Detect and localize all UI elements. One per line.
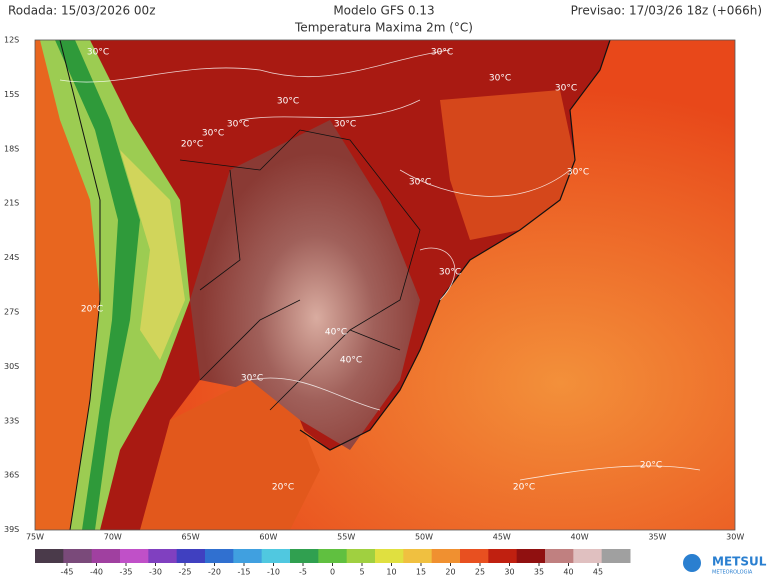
- colorbar-swatch: [91, 549, 121, 563]
- contour-label: 30°C: [431, 48, 453, 58]
- contour-label: 30°C: [277, 97, 299, 107]
- contour-label: 20°C: [513, 483, 535, 493]
- latitude-label: 39S: [4, 525, 19, 534]
- colorbar-label: -10: [267, 568, 280, 577]
- longitude-label: 55W: [337, 533, 355, 542]
- longitude-label: 40W: [571, 533, 589, 542]
- colorbar-swatch: [318, 549, 348, 563]
- colorbar-label: 40: [563, 568, 573, 577]
- colorbar-label: 35: [534, 568, 544, 577]
- latitude-label: 12S: [4, 36, 19, 45]
- logo-name: METSUL: [712, 555, 767, 569]
- contour-label: 20°C: [272, 483, 294, 493]
- longitude-label: 35W: [648, 533, 666, 542]
- longitude-label: 70W: [104, 533, 122, 542]
- contour-label: 30°C: [202, 129, 224, 139]
- run-label: Rodada: 15/03/2026 00z: [8, 4, 156, 18]
- latitude-label: 36S: [4, 471, 19, 480]
- colorbar-swatch: [460, 549, 489, 563]
- longitude-label: 50W: [415, 533, 433, 542]
- colorbar-label: -5: [299, 568, 307, 577]
- latitude-label: 15S: [4, 90, 19, 99]
- colorbar: -45 -40 -35 -30 -25 -20 -15 -10 -5 0 5 10 15 20 25 30 35…: [35, 549, 631, 577]
- colorbar-label: 30: [504, 568, 514, 577]
- colorbar-swatch: [488, 549, 518, 563]
- latitude-label: 30S: [4, 362, 19, 371]
- contour-label: 30°C: [334, 120, 356, 130]
- contour-label: 30°C: [87, 48, 109, 58]
- colorbar-label: 5: [359, 568, 364, 577]
- colorbar-swatch: [545, 549, 574, 563]
- longitude-label: 75W: [26, 533, 44, 542]
- forecast-label: Previsao: 17/03/26 18z (+066h): [571, 4, 762, 18]
- colorbar-swatch: [403, 549, 433, 563]
- colorbar-swatch: [120, 549, 149, 563]
- colorbar-swatch: [205, 549, 234, 563]
- colorbar-swatch: [35, 549, 64, 563]
- colorbar-swatch: [516, 549, 546, 563]
- colorbar-label: 45: [593, 568, 603, 577]
- colorbar-label: -40: [90, 568, 103, 577]
- colorbar-swatch: [176, 549, 206, 563]
- variable-label: Temperatura Maxima 2m (°C): [294, 21, 473, 35]
- latitude-label: 18S: [4, 144, 19, 153]
- colorbar-swatch: [431, 549, 461, 563]
- contour-label: 30°C: [555, 84, 577, 94]
- latitude-label: 27S: [4, 308, 19, 317]
- colorbar-label: -45: [60, 568, 73, 577]
- contour-label: 30°C: [567, 168, 589, 178]
- contour-label: 20°C: [640, 461, 662, 471]
- colorbar-swatch: [148, 549, 178, 563]
- map: [35, 40, 735, 530]
- latitude-label: 33S: [4, 416, 19, 425]
- colorbar-label: -15: [237, 568, 250, 577]
- colorbar-label: -20: [208, 568, 221, 577]
- colorbar-label: 15: [416, 568, 426, 577]
- colorbar-swatch: [63, 549, 93, 563]
- colorbar-label: -35: [119, 568, 132, 577]
- colorbar-label: 25: [475, 568, 485, 577]
- colorbar-label: -25: [178, 568, 191, 577]
- contour-label: 30°C: [489, 74, 511, 84]
- colorbar-label: 20: [445, 568, 455, 577]
- contour-label: 20°C: [81, 305, 103, 315]
- contour-label: 30°C: [227, 120, 249, 130]
- latitude-label: 24S: [4, 253, 19, 262]
- longitude-label: 60W: [259, 533, 277, 542]
- contour-label: 20°C: [181, 140, 203, 150]
- contour-label: 40°C: [340, 356, 362, 366]
- logo-tagline: METEOROLOGIA: [712, 570, 753, 576]
- model-label: Modelo GFS 0.13: [333, 4, 434, 18]
- contour-label: 30°C: [439, 268, 461, 278]
- colorbar-swatch: [290, 549, 319, 563]
- colorbar-swatch: [233, 549, 263, 563]
- colorbar-swatch: [375, 549, 404, 563]
- contour-label: 30°C: [409, 178, 431, 188]
- logo-icon: [683, 554, 701, 572]
- colorbar-swatch: [573, 549, 603, 563]
- contour-label: 30°C: [241, 374, 263, 384]
- latitude-label: 21S: [4, 199, 19, 208]
- colorbar-swatch: [261, 549, 291, 563]
- colorbar-label: 10: [386, 568, 396, 577]
- longitude-label: 45W: [493, 533, 511, 542]
- contour-label: 40°C: [325, 328, 347, 338]
- longitude-label: 65W: [182, 533, 200, 542]
- colorbar-swatch: [346, 549, 376, 563]
- colorbar-label: -30: [149, 568, 162, 577]
- colorbar-label: 0: [330, 568, 335, 577]
- longitude-label: 30W: [726, 533, 744, 542]
- colorbar-swatch: [601, 549, 631, 563]
